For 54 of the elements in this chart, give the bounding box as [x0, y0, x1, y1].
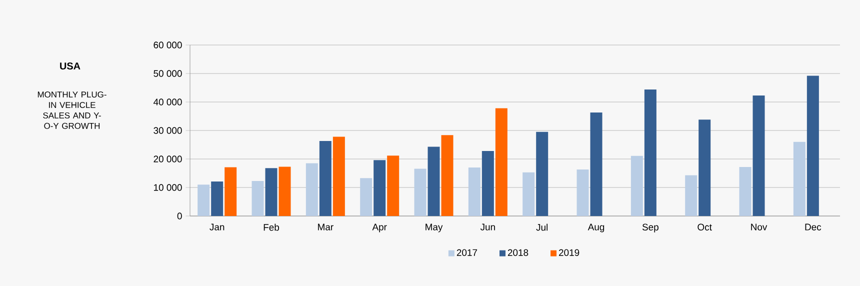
- x-tick-label: Feb: [264, 224, 280, 231]
- bar: [278, 166, 291, 216]
- bar: [739, 166, 752, 216]
- x-tick-label: Oct: [698, 224, 712, 230]
- x-tick-label: Jan: [210, 224, 224, 230]
- legend-label: 2019: [558, 249, 580, 256]
- legend-label: 2018: [508, 249, 528, 256]
- bar: [793, 142, 806, 216]
- bar: [536, 132, 548, 216]
- bar: [224, 167, 237, 216]
- bar: [360, 178, 372, 216]
- bar: [198, 184, 210, 216]
- bar: [576, 170, 589, 216]
- bar: [482, 151, 494, 216]
- x-tick-label: Nov: [751, 224, 768, 230]
- y-tick-label: 60 000: [154, 42, 182, 48]
- bar: [522, 172, 535, 216]
- bar: [332, 136, 345, 216]
- bar: [374, 160, 386, 216]
- bar: [630, 156, 643, 216]
- bar: [806, 76, 819, 216]
- x-tick-label: Apr: [372, 224, 387, 232]
- text: MONTHLY PLUG-IN VEHICLE SALES AND Y-O-Y GROWTH: [38, 92, 106, 129]
- bar: [211, 182, 224, 216]
- bar: [495, 108, 508, 216]
- bar: [644, 89, 656, 216]
- bar: [590, 112, 602, 216]
- y-tick-label: 30 000: [154, 127, 182, 134]
- bar: [319, 141, 332, 216]
- x-tick-label: Jun: [480, 224, 495, 230]
- y-tick-label: 10 000: [154, 184, 182, 191]
- legend-label: 2017: [456, 249, 478, 256]
- y-tick-label: 20 000: [154, 156, 182, 162]
- x-tick-label: May: [426, 224, 443, 232]
- bar: [414, 168, 426, 216]
- y-tick-label: 0: [177, 212, 182, 220]
- bar: [698, 120, 711, 216]
- x-tick-label: Jul: [536, 224, 548, 231]
- text: USA: [60, 62, 80, 70]
- x-tick-label: Dec: [805, 224, 822, 230]
- x-tick-label: Aug: [588, 224, 604, 232]
- bar: [306, 163, 318, 216]
- bar: [441, 135, 454, 216]
- bar: [468, 168, 480, 216]
- y-tick-label: 50 000: [154, 70, 182, 77]
- bar: [685, 175, 698, 216]
- y-tick-label: 40 000: [154, 98, 182, 106]
- bar: [252, 180, 264, 216]
- bar: [428, 146, 440, 216]
- bar: [752, 95, 765, 216]
- bar: [387, 156, 400, 216]
- x-tick-label: Mar: [318, 224, 334, 230]
- bar: [265, 168, 278, 216]
- x-tick-label: Sep: [642, 224, 658, 232]
